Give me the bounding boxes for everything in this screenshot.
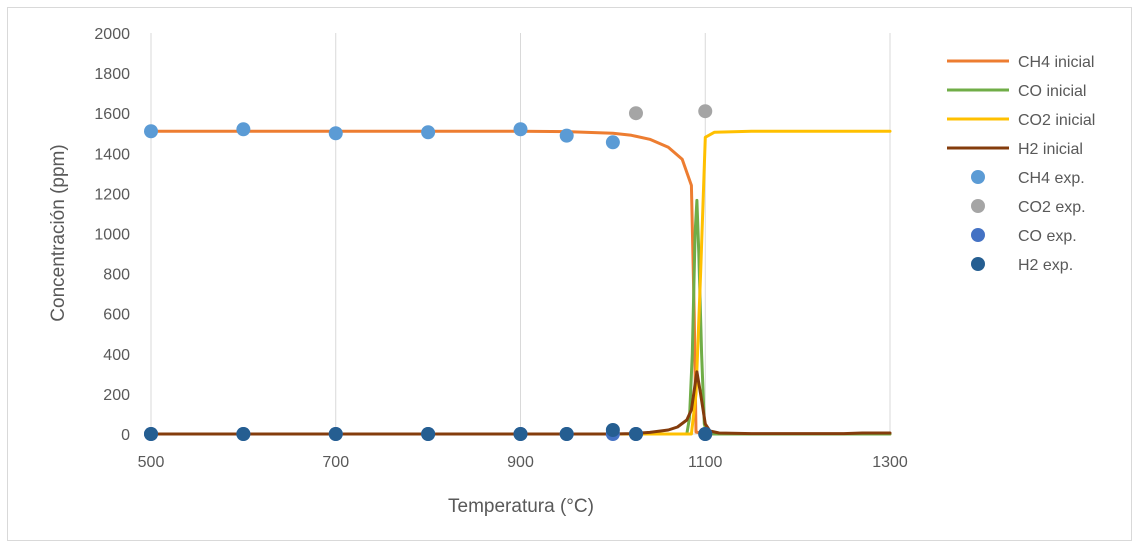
series-line-3 <box>149 370 892 436</box>
series-point-4 <box>421 125 436 140</box>
marker-layer <box>144 104 713 441</box>
legend-swatch-4 <box>971 170 985 184</box>
series-point-4 <box>559 128 574 143</box>
grid <box>150 33 891 434</box>
legend-label-3: H2 inicial <box>1018 141 1083 158</box>
y-tick-label: 800 <box>103 267 130 284</box>
series-point-5 <box>698 104 713 119</box>
legend-label-7: H2 exp. <box>1018 257 1073 274</box>
y-tick-label: 1000 <box>94 227 130 244</box>
legend-swatch-6 <box>971 228 985 242</box>
x-tick-label: 500 <box>138 454 165 471</box>
x-tick-label: 1300 <box>872 454 908 471</box>
y-tick-label: 200 <box>103 387 130 404</box>
series-point-4 <box>328 126 343 141</box>
series-point-7 <box>628 427 643 441</box>
legend-label-0: CH4 inicial <box>1018 54 1094 71</box>
y-axis-title: Concentración (ppm) <box>48 144 69 321</box>
series-point-7 <box>559 427 574 441</box>
series-point-5 <box>628 106 643 121</box>
legend-label-1: CO inicial <box>1018 83 1086 100</box>
legend-label-4: CH4 exp. <box>1018 170 1085 187</box>
series-point-7 <box>513 427 528 441</box>
legend-swatch-7 <box>971 257 985 271</box>
legend-swatch-5 <box>971 199 985 213</box>
x-tick-label: 700 <box>322 454 349 471</box>
series-point-7 <box>328 427 343 441</box>
y-tick-label: 1400 <box>94 146 130 163</box>
x-axis-title: Temperatura (°C) <box>448 496 594 517</box>
chart-frame <box>7 7 1132 541</box>
y-tick-label: 2000 <box>94 26 130 43</box>
series-point-7 <box>236 427 251 441</box>
series-point-7 <box>421 427 436 441</box>
y-tick-label: 600 <box>103 307 130 324</box>
series-point-4 <box>144 124 158 139</box>
y-tick-label: 400 <box>103 347 130 364</box>
series-point-4 <box>513 122 528 137</box>
y-tick-label: 1600 <box>94 106 130 123</box>
legend: CH4 inicial CO inicial CO2 inicial H2 inici… <box>947 54 1095 274</box>
y-tick-label: 1200 <box>94 186 130 203</box>
series-point-7 <box>605 422 620 437</box>
x-tick-label: 900 <box>507 454 534 471</box>
series-point-4 <box>236 122 251 137</box>
series-line-2 <box>149 129 892 436</box>
legend-label-2: CO2 inicial <box>1018 112 1095 129</box>
legend-label-5: CO2 exp. <box>1018 199 1086 216</box>
y-tick-label: 0 <box>121 427 130 444</box>
series-point-7 <box>144 427 158 441</box>
legend-label-6: CO exp. <box>1018 228 1077 245</box>
series-point-4 <box>605 135 620 150</box>
x-tick-label: 1100 <box>688 454 723 471</box>
series-point-7 <box>698 427 713 441</box>
y-tick-label: 1800 <box>94 66 130 83</box>
